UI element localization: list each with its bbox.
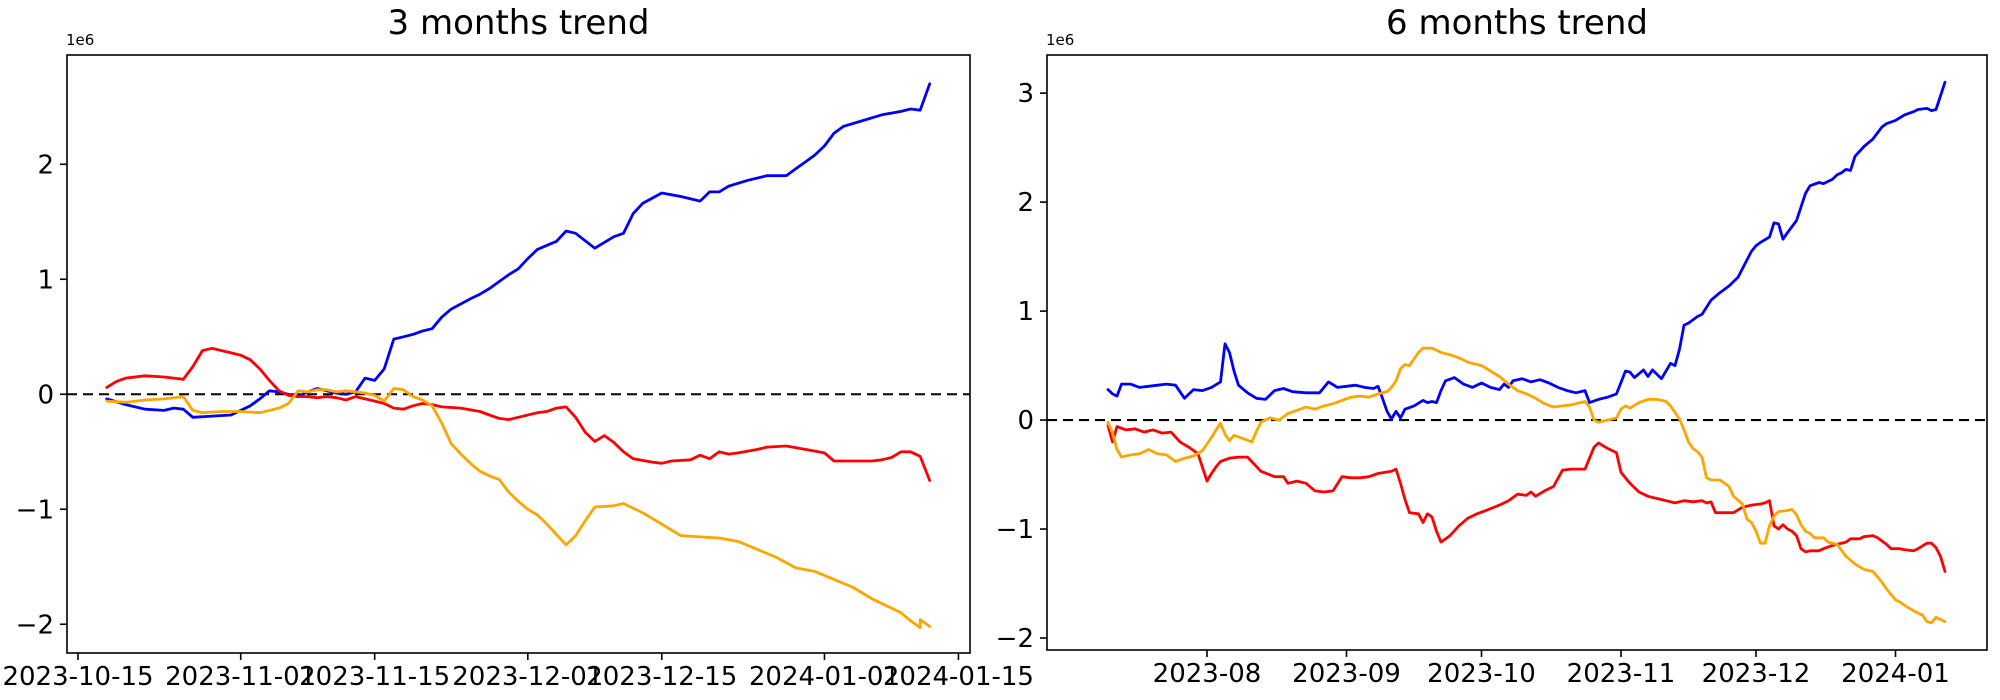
left-chart-x-tick-label: 2023-10-15	[2, 662, 153, 692]
right-chart-x-tick-label: 2023-09	[1292, 659, 1401, 689]
left-chart-y-tick-label: 1	[37, 265, 54, 295]
left-chart-axes-frame	[66, 54, 971, 654]
left-chart-x-tick-label: 2023-12-01	[452, 662, 603, 692]
right-chart-y-tick-label: 0	[1017, 406, 1034, 436]
left-chart-line-orange	[105, 387, 932, 630]
left-chart-line-blue	[105, 82, 932, 419]
right-chart-x-tick-label: 2023-11	[1567, 659, 1676, 689]
left-chart-x-tick-label: 2023-12-15	[586, 662, 737, 692]
right-chart-axes-frame	[1046, 54, 1988, 651]
chart-title-6-months: 6 months trend	[1386, 3, 1648, 43]
left-chart-x-tick-label: 2023-11-15	[299, 662, 450, 692]
right-chart-y-tick-label: 1	[1017, 297, 1034, 327]
left-chart-y-tick-label: −1	[16, 495, 54, 525]
right-chart-x-tick-label: 2023-12	[1702, 659, 1811, 689]
y-axis-offset-label-left: 1e6	[66, 31, 95, 49]
left-chart-line-red	[105, 346, 932, 482]
right-chart-y-tick-label: 2	[1017, 188, 1034, 218]
left-chart-x-tick-label: 2024-01-01	[749, 662, 900, 692]
right-chart-y-tick-label: −1	[996, 515, 1034, 545]
right-chart-x-tick-label: 2024-01	[1841, 659, 1950, 689]
right-chart-line-red	[1106, 424, 1947, 573]
right-chart-line-blue	[1106, 80, 1947, 421]
chart-title-3-months: 3 months trend	[387, 3, 650, 43]
left-chart-x-tick-label: 2024-01-15	[883, 662, 1034, 692]
left-chart-y-tick-label: −2	[16, 610, 54, 640]
right-chart-y-tick-label: −2	[996, 624, 1034, 654]
left-chart-y-tick-label: 2	[37, 150, 54, 180]
left-chart-x-tick-label: 2023-11-01	[165, 662, 316, 692]
right-chart-x-tick-label: 2023-10	[1427, 659, 1536, 689]
right-chart-line-orange	[1106, 346, 1947, 625]
y-axis-offset-label-right: 1e6	[1046, 31, 1075, 49]
left-chart-y-tick-label: 0	[37, 380, 54, 410]
right-chart-y-tick-label: 3	[1017, 79, 1034, 109]
right-chart-x-tick-label: 2023-08	[1153, 659, 1262, 689]
